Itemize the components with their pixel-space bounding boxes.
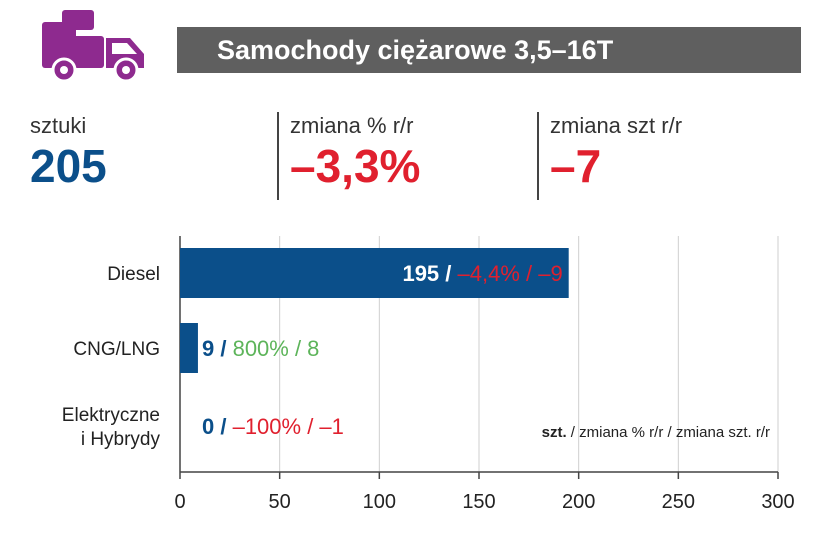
data-label: 9 / 800% / 8 <box>202 336 319 361</box>
category-label: Elektryczne i Hybrydy <box>62 405 161 450</box>
category-label: Diesel <box>107 264 160 285</box>
bar-1 <box>180 323 198 373</box>
data-label: 195 / –4,4% / –9 <box>402 261 562 286</box>
chart-legend: szt. / zmiana % r/r / zmiana szt. r/r <box>542 424 770 441</box>
x-tick-label: 150 <box>462 491 495 513</box>
x-tick-label: 100 <box>363 491 396 513</box>
x-tick-label: 200 <box>562 491 595 513</box>
title-bar: Samochody ciężarowe 3,5–16T <box>177 27 801 73</box>
stat-divider <box>537 112 539 200</box>
page-title: Samochody ciężarowe 3,5–16T <box>217 35 614 65</box>
x-tick-label: 250 <box>662 491 695 513</box>
bar-0 <box>180 248 569 298</box>
stat-change-units-value: –7 <box>550 140 602 192</box>
stat-change-units: zmiana szt r/r –7 <box>550 112 682 192</box>
stat-divider <box>277 112 279 200</box>
x-tick-label: 300 <box>761 491 794 513</box>
category-label: CNG/LNG <box>73 339 160 360</box>
x-tick-label: 50 <box>269 491 291 513</box>
data-label: 0 / –100% / –1 <box>202 414 344 439</box>
truck-icon <box>42 10 144 83</box>
stat-change-pct: zmiana % r/r –3,3% <box>290 112 420 192</box>
stat-units-value: 205 <box>30 140 107 192</box>
stat-change-pct-label: zmiana % r/r <box>290 113 414 138</box>
stat-change-units-label: zmiana szt r/r <box>550 113 683 138</box>
stat-units: sztuki 205 <box>30 112 107 192</box>
stat-change-pct-value: –3,3% <box>290 140 421 192</box>
stat-units-label: sztuki <box>30 113 87 138</box>
x-tick-label: 0 <box>174 491 185 513</box>
